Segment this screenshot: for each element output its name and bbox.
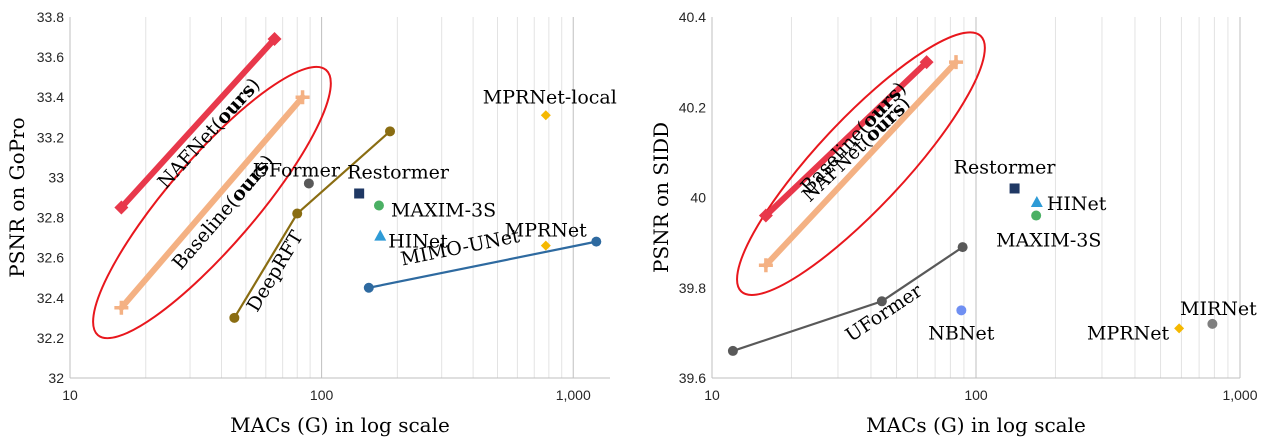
x-axis-title: MACs (G) in log scale — [230, 413, 450, 437]
series-line — [118, 36, 278, 211]
y-tick-label: 32 — [48, 370, 64, 386]
series-label-restormer: Restormer — [954, 156, 1057, 178]
x-tick-label: 10 — [704, 387, 720, 403]
data-point — [758, 258, 773, 273]
series-label-mprnet: MPRNet — [1087, 322, 1169, 344]
x-axis-title: MACs (G) in log scale — [866, 413, 1086, 437]
y-tick-label: 40.2 — [679, 99, 706, 115]
y-tick-label: 33.6 — [37, 49, 64, 65]
series-label-hinet: HINet — [388, 231, 448, 253]
series-label-maxim-3s: MAXIM-3S — [996, 230, 1101, 252]
series-line — [762, 59, 930, 219]
y-tick-label: 32.2 — [37, 330, 64, 346]
data-point — [956, 305, 967, 316]
series-line — [367, 240, 598, 289]
data-point — [385, 126, 396, 137]
series-label-hinet: HINet — [1047, 193, 1107, 215]
series-mirnet: MIRNet — [1180, 298, 1257, 329]
data-point — [1207, 318, 1218, 329]
data-point — [540, 240, 551, 251]
data-point — [1030, 196, 1043, 208]
series-label-mprnet-local: MPRNet-local — [483, 86, 617, 108]
series-hinet: HINet — [1030, 193, 1107, 215]
ours-highlight-ellipse — [736, 31, 986, 296]
y-tick-label: 39.6 — [679, 370, 706, 386]
data-point — [374, 229, 387, 241]
y-tick-label: 33.4 — [37, 89, 64, 105]
series-restormer: Restormer — [954, 156, 1057, 194]
series-baseline: Baseline(ours) — [758, 55, 964, 273]
series-mprnet: MPRNet — [505, 220, 587, 251]
series-label-mprnet: MPRNet — [505, 220, 587, 242]
x-tick-label: 100 — [310, 387, 334, 403]
data-point — [373, 200, 384, 211]
y-tick-label: 32.6 — [37, 250, 64, 266]
data-point — [267, 32, 282, 47]
series-label-restormer: Restormer — [347, 161, 450, 183]
data-point — [292, 208, 303, 219]
data-point — [919, 55, 934, 70]
data-point — [1174, 323, 1185, 334]
data-point — [758, 208, 773, 223]
series-uformer: UFormer — [253, 159, 341, 189]
y-tick-label: 33 — [48, 169, 64, 185]
y-tick-label: 39.8 — [679, 280, 706, 296]
series-line — [118, 94, 306, 311]
grid-lines — [69, 17, 574, 378]
series-label-nbnet: NBNet — [928, 322, 994, 344]
series-label-deeprft: DeepRFT — [243, 227, 309, 316]
series-line — [762, 59, 960, 269]
data-point — [591, 236, 602, 247]
series-label-uformer: UFormer — [842, 279, 927, 346]
series-maxim-3s: MAXIM-3S — [373, 200, 496, 222]
data-point — [949, 55, 964, 70]
data-point — [114, 200, 129, 215]
data-point — [295, 90, 310, 105]
series-mprnet-local: MPRNet-local — [483, 86, 617, 121]
y-tick-label: 32.4 — [37, 290, 64, 306]
data-point — [114, 300, 129, 315]
series-hinet: HINet — [374, 229, 448, 253]
chart-panel-2: 39.6 39.8 40 40.2 40.4 10 100 1,000 MACs (G) in … — [649, 9, 1258, 437]
series-restormer: Restormer — [347, 161, 450, 199]
x-tick-label: 100 — [964, 387, 988, 403]
x-tick-label: 1,000 — [556, 387, 591, 403]
series-label-baseline: Baseline(ours) — [796, 78, 910, 198]
series-mprnet: MPRNet — [1087, 322, 1185, 344]
y-tick-label: 32.8 — [37, 210, 64, 226]
data-point — [363, 282, 374, 293]
y-tick-label: 33.8 — [37, 9, 64, 25]
y-tick-label: 33.2 — [37, 129, 64, 145]
series-label-mirnet: MIRNet — [1180, 298, 1257, 320]
series-nbnet: NBNet — [928, 305, 995, 344]
ours-highlight-ellipse — [92, 65, 332, 340]
chart-panel-1: 32 32.2 32.4 32.6 32.8 33 33.2 33.4 33.6 33.8 10 10… — [5, 9, 617, 437]
series-maxim-3s: MAXIM-3S — [996, 210, 1101, 252]
series-label-maxim-3s: MAXIM-3S — [391, 200, 496, 222]
data-point — [540, 110, 551, 121]
series-label-uformer: UFormer — [253, 159, 341, 181]
x-tick-label: 1,000 — [1222, 387, 1257, 403]
y-tick-label: 40 — [690, 190, 706, 206]
data-point — [1031, 210, 1042, 221]
data-point — [957, 242, 968, 253]
y-tick-label: 40.4 — [679, 9, 706, 25]
y-axis-title: PSNR on SIDD — [649, 122, 673, 273]
data-point — [876, 296, 887, 307]
y-axis-title: PSNR on GoPro — [5, 117, 29, 277]
data-point — [727, 345, 738, 356]
data-point — [1009, 183, 1020, 194]
x-tick-label: 10 — [62, 387, 78, 403]
data-point — [303, 178, 314, 189]
data-point — [229, 312, 240, 323]
data-point — [354, 188, 365, 199]
